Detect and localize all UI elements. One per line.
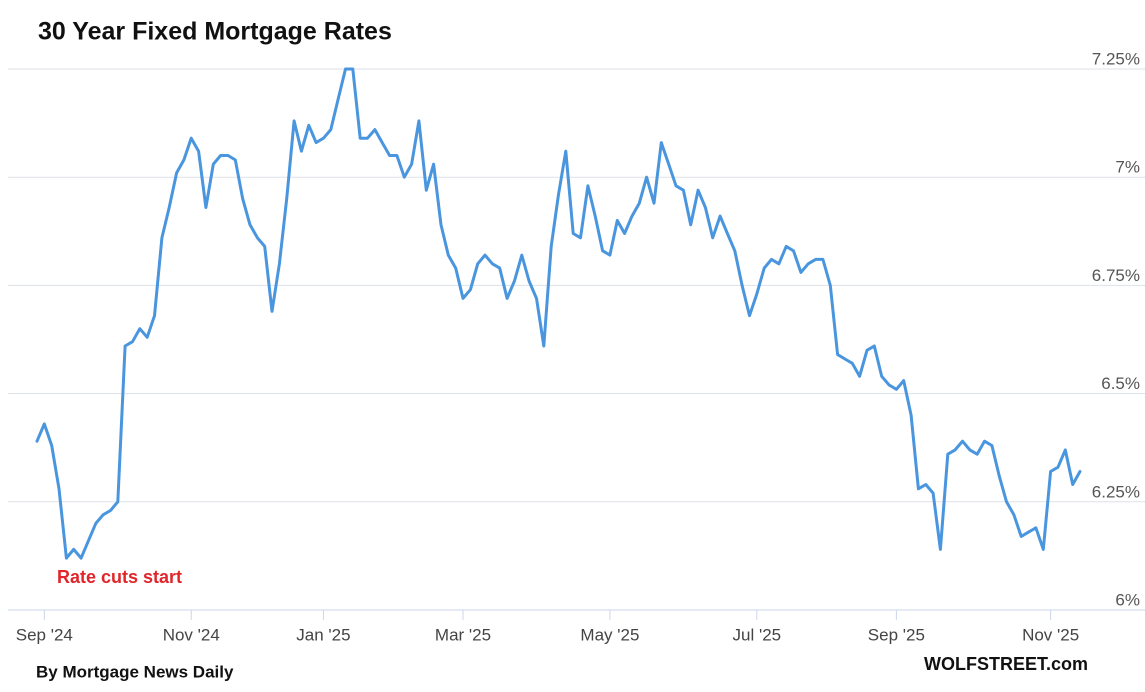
y-tick-label: 6% [1115,590,1140,609]
y-tick-label: 6.75% [1092,266,1140,285]
x-tick-label: Sep '24 [16,625,73,644]
line-series [35,67,1082,560]
x-tick-label: Jan '25 [296,625,350,644]
x-tick-label: Jul '25 [733,625,782,644]
x-tick-label: May '25 [580,625,639,644]
x-tick-label: Sep '25 [868,625,925,644]
x-tick-label: Nov '25 [1022,625,1079,644]
x-tick-label: Nov '24 [163,625,220,644]
source: By Mortgage News Daily [36,662,234,681]
annotation: Rate cuts start [57,567,182,587]
y-tick-label: 6.25% [1092,482,1140,501]
credit: WOLFSTREET.com [924,654,1088,674]
y-tick-label: 6.5% [1101,374,1140,393]
chart-title: 30 Year Fixed Mortgage Rates [38,18,392,46]
x-tick-label: Mar '25 [435,625,491,644]
y-tick-label: 7.25% [1092,49,1140,68]
y-tick-label: 7% [1115,158,1140,177]
